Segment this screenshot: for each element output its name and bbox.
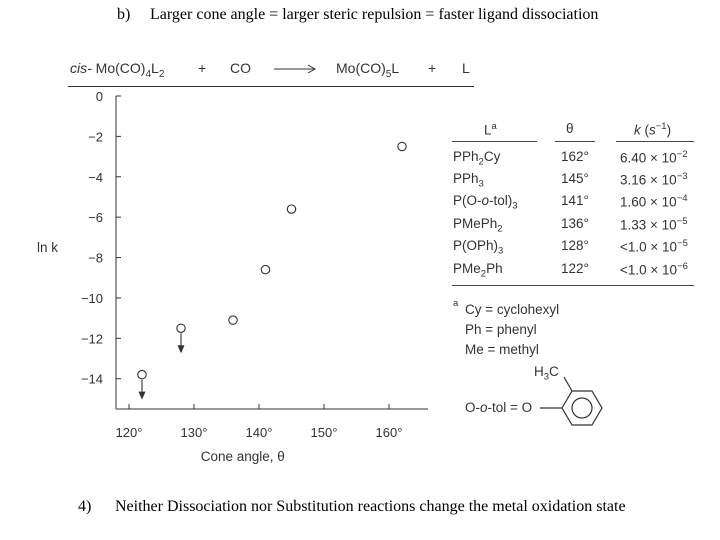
data-point xyxy=(286,204,297,214)
table-row-rate: 3.16 × 10−3 xyxy=(620,171,688,188)
table-header-rule-2 xyxy=(555,141,595,142)
x-tick-label: 150° xyxy=(311,425,338,440)
methyl-label: H3C xyxy=(534,364,559,383)
y-tick-label: −2 xyxy=(88,129,103,144)
reaction-plus-2: + xyxy=(428,60,437,76)
table-row-rate: 1.60 × 10−4 xyxy=(620,193,688,210)
reaction-arrow xyxy=(274,64,317,74)
table-header-rate: k (s−1) xyxy=(634,121,672,138)
table-row-ligand: P(O-o-tol)3 xyxy=(453,193,518,212)
table-header-rule-1 xyxy=(452,141,537,142)
reaction-product: Mo(CO)5L xyxy=(336,60,400,80)
data-point xyxy=(260,264,271,275)
table-row-angle: 136° xyxy=(561,216,589,231)
data-point xyxy=(137,369,147,380)
data-point xyxy=(176,323,186,333)
point-text: Neither Dissociation nor Substitution re… xyxy=(115,498,626,515)
table-row-rate: <1.0 × 10−5 xyxy=(620,238,688,255)
table-row-ligand: PMe2Ph xyxy=(453,261,503,280)
x-tick-label: 160° xyxy=(376,425,403,440)
y-tick-label: 0 xyxy=(96,89,103,104)
upper-limit-arrow-icon xyxy=(138,391,146,400)
data-point xyxy=(397,141,407,152)
footnote-line: Cy = cyclohexyl xyxy=(465,302,560,317)
table-row-ligand: PPh2Cy xyxy=(453,149,501,168)
table-row-rate: <1.0 × 10−6 xyxy=(620,261,688,278)
footnote-marker: a xyxy=(453,298,459,309)
point-number: 4) xyxy=(78,498,92,515)
footnote-line: Ph = phenyl xyxy=(465,322,537,337)
reaction-reagent: CO xyxy=(230,60,251,76)
y-tick-label: −8 xyxy=(88,251,103,266)
table-row-ligand: PMePh2 xyxy=(453,216,503,235)
part-label: b) xyxy=(117,6,131,23)
reaction-plus-1: + xyxy=(198,60,207,76)
table-header-ligand: La xyxy=(484,121,497,138)
x-tick-label: 130° xyxy=(181,425,208,440)
reaction-reactant: cis- Mo(CO)4L2 xyxy=(70,60,165,80)
heading-statement: Larger cone angle = larger steric repuls… xyxy=(150,6,599,23)
footnote-line: Me = methyl xyxy=(465,342,539,357)
data-point xyxy=(228,315,238,325)
reaction-underline xyxy=(68,86,474,87)
y-tick-label: −6 xyxy=(88,210,103,225)
x-tick-label: 140° xyxy=(246,425,273,440)
table-row-ligand: P(OPh)3 xyxy=(453,238,504,257)
table-row-angle: 141° xyxy=(561,193,589,208)
y-tick-label: −12 xyxy=(81,331,103,346)
upper-limit-arrow-icon xyxy=(177,345,185,354)
table-row-angle: 128° xyxy=(561,238,589,253)
y-axis-label: ln k xyxy=(37,240,58,255)
y-tick-label: −4 xyxy=(88,170,103,185)
table-row-angle: 145° xyxy=(561,171,589,186)
y-tick-label: −10 xyxy=(81,291,103,306)
table-row-ligand: PPh3 xyxy=(453,171,484,190)
o-tolyl-label: O-o-tol = O xyxy=(465,400,533,415)
x-axis-label: Cone angle, θ xyxy=(201,449,285,464)
x-tick-label: 120° xyxy=(116,425,143,440)
table-bottom-rule xyxy=(452,285,694,286)
table-header-theta: θ xyxy=(566,121,574,136)
reaction-leaving: L xyxy=(462,60,470,76)
table-row-rate: 1.33 × 10−5 xyxy=(620,216,688,233)
table-row-angle: 162° xyxy=(561,149,589,164)
table-header-rule-3 xyxy=(616,141,694,142)
tolyl-ring-icon xyxy=(540,376,603,426)
table-row-angle: 122° xyxy=(561,261,589,276)
y-tick-label: −14 xyxy=(81,372,103,387)
table-row-rate: 6.40 × 10−2 xyxy=(620,149,688,166)
